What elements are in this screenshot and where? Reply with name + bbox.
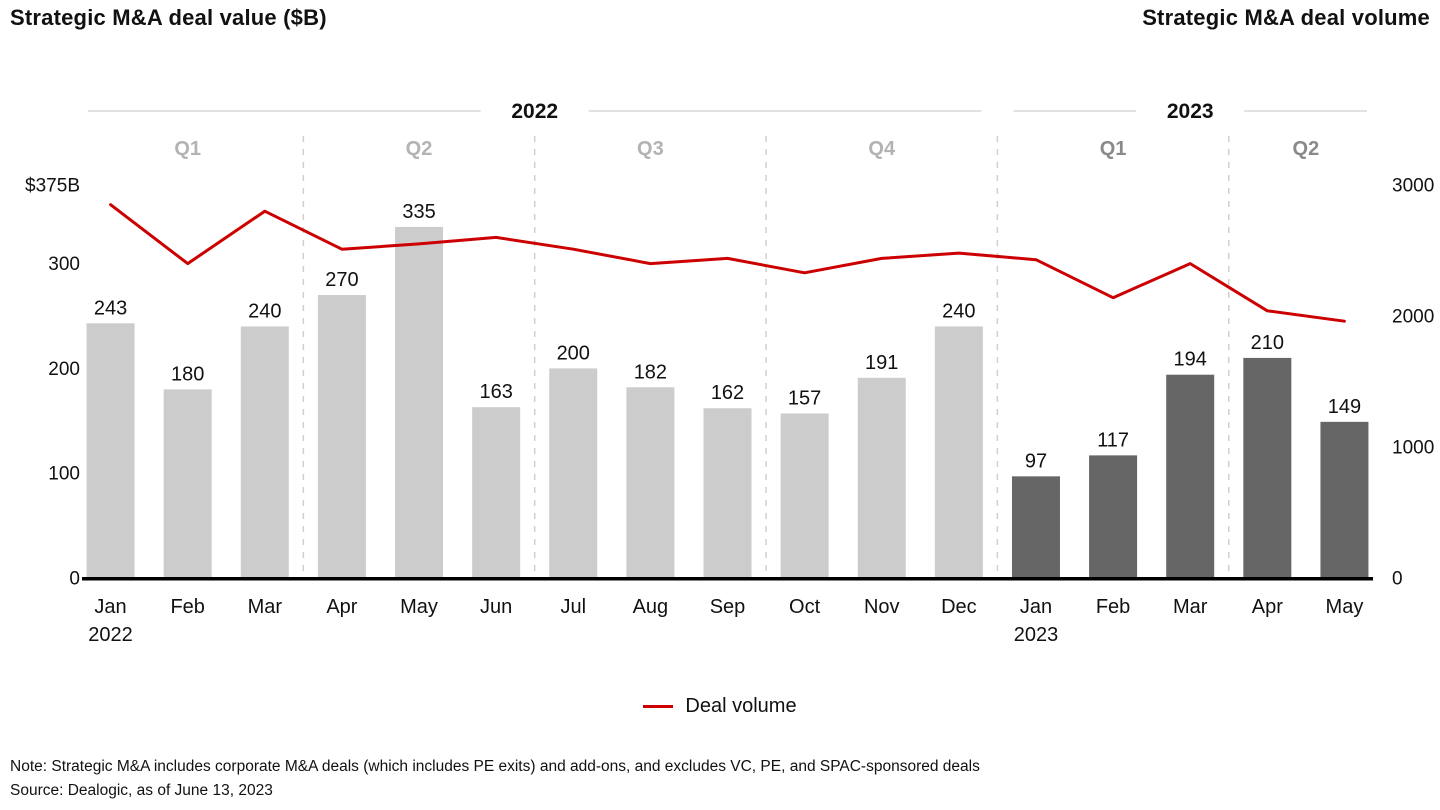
x-tick-label: Sep	[710, 596, 746, 618]
right-axis-tick: 0	[1392, 569, 1403, 590]
quarter-label: Q2	[1293, 138, 1320, 160]
bar-value-label: 182	[634, 361, 667, 383]
bar-feb-2022	[163, 389, 212, 578]
bar-value-label: 270	[325, 269, 358, 291]
bar-value-label: 180	[171, 363, 204, 385]
bar-value-label: 335	[402, 201, 435, 223]
bar-jun-2022	[472, 407, 521, 578]
x-tick-label: Aug	[633, 596, 669, 618]
right-axis-title: Strategic M&A deal volume	[1142, 5, 1430, 30]
x-tick-label: Mar	[248, 596, 283, 618]
bar-oct-2022	[780, 413, 829, 578]
bar-value-label: 97	[1025, 450, 1047, 472]
bar-value-label: 200	[557, 342, 590, 364]
bar-aug-2022	[626, 387, 675, 578]
note-text: Note: Strategic M&A includes corporate M…	[10, 758, 980, 775]
bar-value-label: 240	[942, 300, 975, 322]
source-text: Source: Dealogic, as of June 13, 2023	[10, 782, 273, 800]
x-tick-label: 2022	[88, 624, 133, 646]
x-axis-line	[82, 577, 1373, 581]
left-axis-tick: $375B	[25, 176, 80, 197]
footnotes: Note: Strategic M&A includes corporate M…	[10, 755, 980, 803]
bar-jan-2023	[1011, 476, 1060, 578]
bar-sep-2022	[703, 408, 752, 578]
x-tick-label: May	[400, 596, 438, 618]
x-tick-label: Dec	[941, 596, 977, 618]
x-tick-label: Jan	[94, 596, 126, 618]
right-axis-tick: 1000	[1392, 438, 1434, 459]
bar-may-2022	[395, 226, 444, 579]
bar-jul-2022	[549, 368, 598, 578]
bar-value-label: 117	[1097, 429, 1129, 451]
legend-label: Deal volume	[685, 695, 797, 717]
x-tick-label: Mar	[1173, 596, 1208, 618]
bar-value-label: 191	[865, 352, 898, 374]
quarter-label: Q3	[637, 138, 664, 160]
left-axis-title: Strategic M&A deal value ($B)	[10, 5, 327, 30]
x-tick-label: Nov	[864, 596, 900, 618]
bar-may-2023	[1320, 421, 1369, 578]
x-tick-label: 2023	[1014, 624, 1059, 646]
legend: Deal volume	[0, 695, 1440, 718]
quarter-label: Q1	[1100, 138, 1127, 160]
bar-dec-2022	[934, 326, 983, 578]
right-axis-tick: 3000	[1392, 176, 1434, 197]
x-tick-label: Jun	[480, 596, 512, 618]
bar-value-label: 240	[248, 300, 281, 322]
bar-value-label: 194	[1174, 349, 1207, 371]
deal-volume-line-swatch	[643, 705, 674, 708]
bar-jan-2022	[86, 323, 135, 578]
x-tick-label: Feb	[1096, 596, 1130, 618]
x-tick-label: Apr	[326, 596, 357, 618]
bar-value-label: 163	[479, 381, 512, 403]
left-axis-tick: 200	[48, 359, 80, 380]
quarter-label: Q2	[406, 138, 433, 160]
year-label: 2023	[1167, 100, 1214, 123]
x-tick-label: May	[1326, 596, 1364, 618]
left-axis-tick: 100	[48, 464, 80, 485]
left-axis-tick: 0	[69, 569, 80, 590]
bar-value-label: 243	[94, 297, 127, 319]
bar-nov-2022	[857, 377, 906, 578]
x-tick-label: Oct	[789, 596, 821, 618]
bar-value-label: 157	[788, 387, 821, 409]
bar-mar-2023	[1166, 374, 1215, 578]
bar-feb-2023	[1089, 455, 1138, 578]
bar-apr-2023	[1243, 357, 1292, 578]
bar-value-label: 149	[1328, 396, 1361, 418]
deal-volume-line	[109, 203, 1346, 323]
bar-value-label: 210	[1251, 332, 1284, 354]
bar-value-label: 162	[711, 382, 744, 404]
year-label: 2022	[511, 100, 558, 123]
x-tick-label: Jan	[1020, 596, 1052, 618]
x-tick-label: Feb	[170, 596, 204, 618]
bar-mar-2022	[240, 326, 289, 578]
quarter-label: Q1	[174, 138, 201, 160]
x-tick-label: Apr	[1252, 596, 1283, 618]
right-axis-tick: 2000	[1392, 307, 1434, 328]
left-axis-tick: 300	[48, 254, 80, 275]
bar-apr-2022	[317, 295, 366, 578]
x-tick-label: Jul	[560, 596, 586, 618]
quarter-label: Q4	[868, 138, 896, 160]
